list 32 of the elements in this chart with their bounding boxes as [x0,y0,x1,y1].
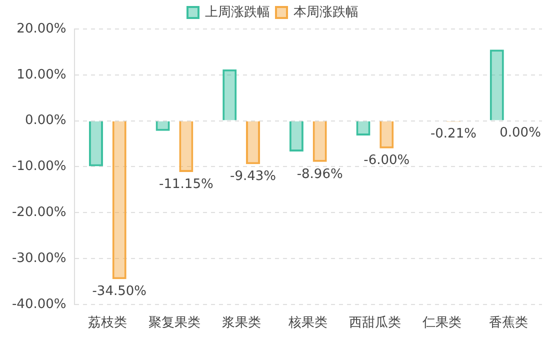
bar [289,121,304,152]
legend-label: 本周涨跌幅 [294,4,358,20]
y-tick-label: 0.00% [24,113,66,128]
bar [222,69,237,120]
y-tick-label: -40.00% [12,296,66,312]
y-tick-label: -20.00% [12,204,66,220]
legend-label: 上周涨跌幅 [205,4,270,20]
data-label: -11.15% [159,176,214,192]
bar [179,121,194,172]
x-tick-label: 聚复果类 [148,316,200,331]
bar [312,121,327,162]
x-tick-label: 西甜瓜类 [348,316,401,331]
bar [380,121,394,148]
bar [112,121,126,280]
bar [88,121,103,166]
bar [490,50,504,120]
x-tick-label: 仁果类 [421,316,462,331]
x-tick-label: 香蕉类 [489,316,528,331]
data-label: 0.00% [500,126,541,141]
data-label: -9.43% [230,168,276,184]
data-label: -34.50% [92,284,146,300]
data-label: -6.00% [364,153,410,168]
y-tick-label: -10.00% [12,159,66,174]
y-tick-label: -30.00% [12,250,66,266]
x-tick-label: 荔枝类 [88,316,128,331]
y-tick-label: 20.00% [16,21,66,36]
data-label: -0.21% [430,126,476,142]
bar [246,121,260,164]
x-tick-label: 浆果类 [222,316,261,331]
x-tick-label: 核果类 [288,316,328,331]
y-tick-label: 10.00% [16,67,66,82]
data-label: -8.96% [296,166,343,182]
